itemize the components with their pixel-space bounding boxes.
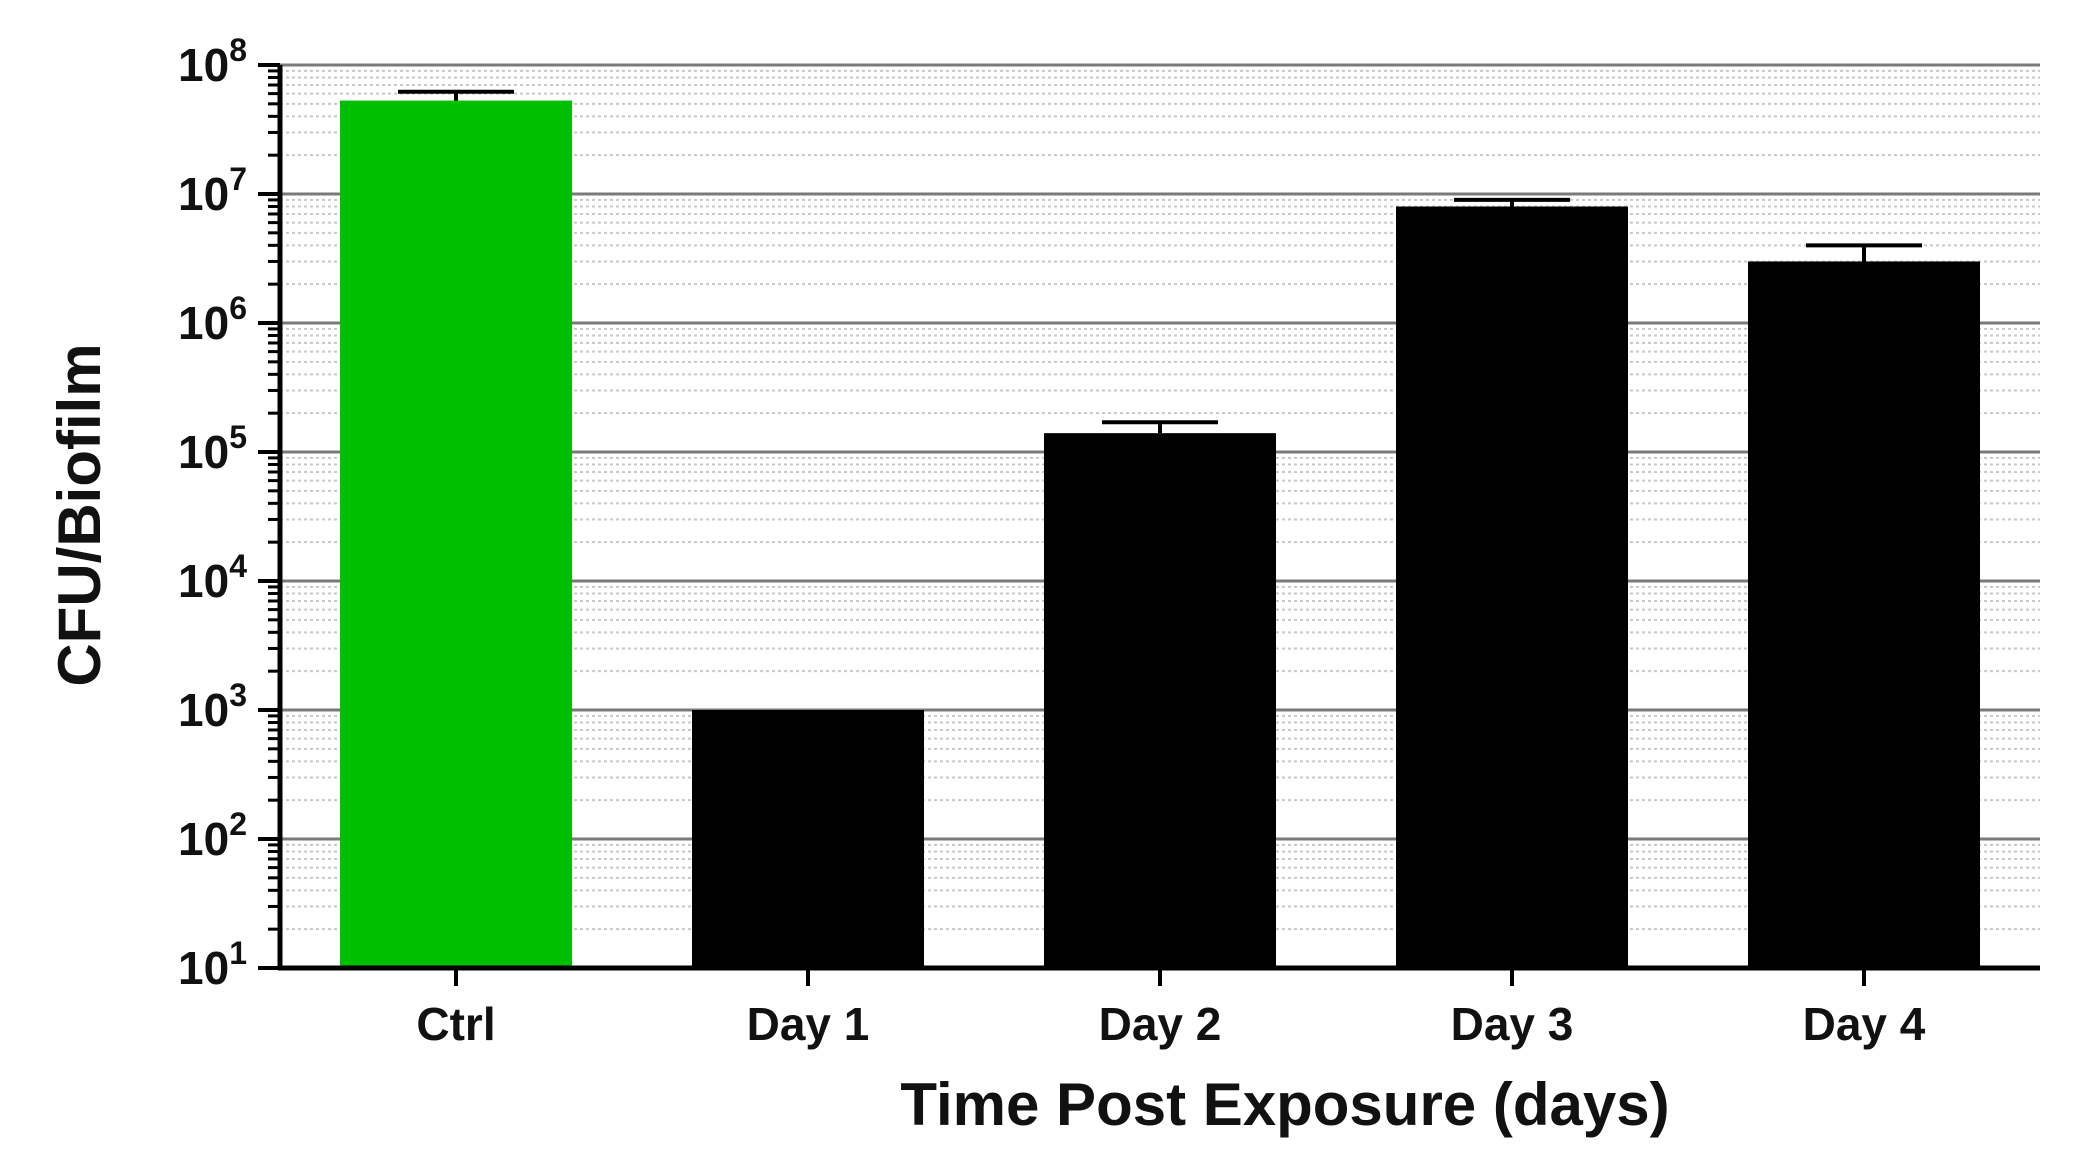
bar <box>1044 433 1276 968</box>
y-tick-label: 105 <box>178 419 247 478</box>
y-tick-label: 103 <box>178 677 247 736</box>
y-tick-label: 107 <box>178 161 247 220</box>
bar <box>692 710 924 968</box>
x-tick-label: Day 4 <box>1803 998 1926 1050</box>
tick-labels: Ctrl Day 1 Day 2 Day 3 Day 4 101 102 103 104 105 1… <box>178 32 1926 1050</box>
x-tick-label: Day 1 <box>747 998 870 1050</box>
x-tick-label: Day 2 <box>1099 998 1222 1050</box>
bar <box>1396 206 1628 968</box>
bars <box>340 89 1980 968</box>
y-tick-label: 101 <box>178 935 247 994</box>
bar <box>1748 261 1980 968</box>
bar <box>340 100 572 968</box>
y-tick-label: 108 <box>178 32 247 91</box>
x-axis-title: Time Post Exposure (days) <box>900 1071 1669 1138</box>
grid-lines <box>280 63 2040 931</box>
axes <box>258 63 2040 986</box>
y-tick-label: 106 <box>178 290 247 349</box>
x-tick-label: Day 3 <box>1451 998 1574 1050</box>
y-tick-label: 102 <box>178 806 247 865</box>
x-tick-label: Ctrl <box>416 998 495 1050</box>
y-axis-title: CFU/Biofilm <box>46 343 113 686</box>
y-tick-label: 104 <box>178 548 247 607</box>
